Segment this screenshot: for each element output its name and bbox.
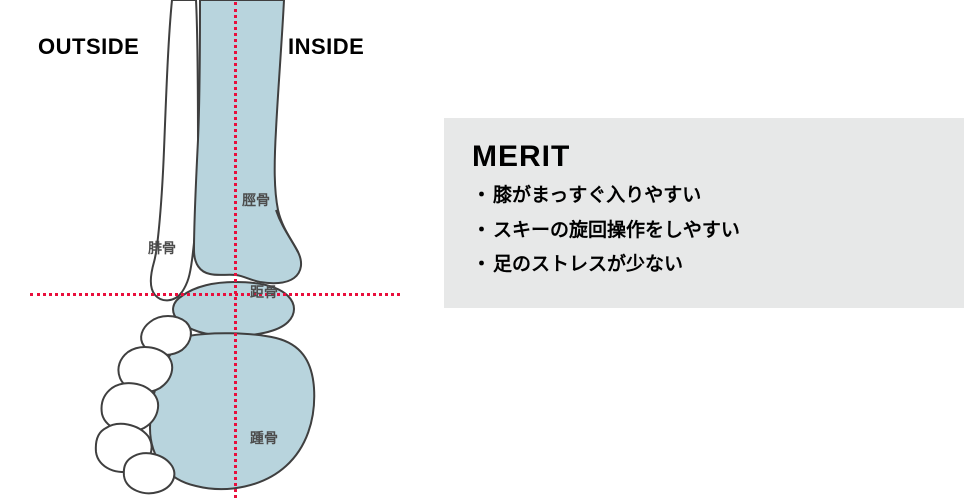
- bones-group: [96, 0, 314, 493]
- bone-label-fibula: 腓骨: [148, 238, 176, 258]
- merit-list: 膝がまっすぐ入りやすいスキーの旋回操作をしやすい足のストレスが少ない: [472, 182, 936, 280]
- merit-item: 足のストレスが少ない: [472, 251, 936, 280]
- label-outside: OUTSIDE: [38, 34, 139, 60]
- bone-label-tibia: 脛骨: [242, 190, 270, 210]
- bone-label-talus: 距骨: [250, 282, 278, 302]
- label-inside: INSIDE: [288, 34, 364, 60]
- merit-title: MERIT: [472, 140, 936, 174]
- merit-item: スキーの旋回操作をしやすい: [472, 217, 936, 246]
- merit-box: MERIT 膝がまっすぐ入りやすいスキーの旋回操作をしやすい足のストレスが少ない: [444, 118, 964, 308]
- merit-item: 膝がまっすぐ入りやすい: [472, 182, 936, 211]
- bone-label-calcaneus: 踵骨: [250, 428, 278, 448]
- bones-svg: [0, 0, 420, 500]
- ankle-diagram: OUTSIDE INSIDE 腓骨 脛骨 距骨 踵骨: [0, 0, 420, 500]
- bone-tarsal-5: [124, 453, 175, 493]
- bone-tibia: [194, 0, 301, 283]
- bone-calcaneus: [150, 333, 314, 489]
- stage: OUTSIDE INSIDE 腓骨 脛骨 距骨 踵骨 MERIT 膝がまっすぐ入…: [0, 0, 978, 500]
